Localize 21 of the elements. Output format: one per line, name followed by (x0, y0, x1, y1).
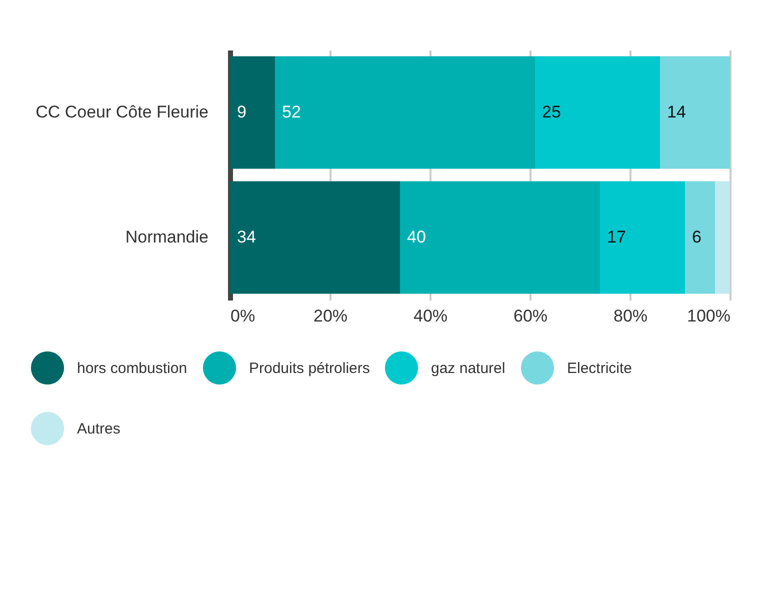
data-label: 25 (542, 102, 561, 122)
data-label: 14 (667, 102, 686, 122)
data-label: 9 (237, 102, 246, 122)
data-label: 6 (692, 228, 702, 246)
x-tick-label: 0% (230, 306, 256, 326)
legend-label: Autres (77, 420, 120, 438)
x-tick-label: 60% (513, 306, 548, 326)
legend-label: hors combustion (77, 360, 188, 377)
y-tick-label: CC Coeur Côte Fleurie (36, 102, 208, 122)
x-tick-label: 80% (613, 306, 648, 326)
data-label: 17 (607, 228, 626, 246)
x-tick-label: 100% (687, 306, 730, 326)
data-label: 34 (237, 228, 256, 246)
x-tick-label: 20% (313, 306, 348, 326)
x-tick-label: 40% (413, 306, 448, 326)
data-label: 52 (282, 102, 301, 122)
legend-label: gaz naturel (431, 360, 506, 377)
legend-label: Electricite (567, 360, 632, 377)
legend-label: Produits pétroliers (249, 360, 370, 377)
y-tick-label: Normandie (125, 228, 208, 246)
data-label: 40 (407, 228, 426, 246)
